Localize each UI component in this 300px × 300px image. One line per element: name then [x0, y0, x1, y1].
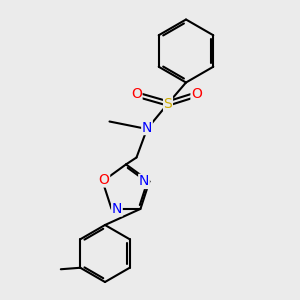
Text: O: O	[131, 88, 142, 101]
Text: N: N	[112, 202, 122, 216]
Text: O: O	[191, 88, 202, 101]
Text: N: N	[142, 121, 152, 134]
Text: S: S	[164, 97, 172, 110]
Text: O: O	[99, 173, 110, 187]
Text: N: N	[139, 174, 149, 188]
